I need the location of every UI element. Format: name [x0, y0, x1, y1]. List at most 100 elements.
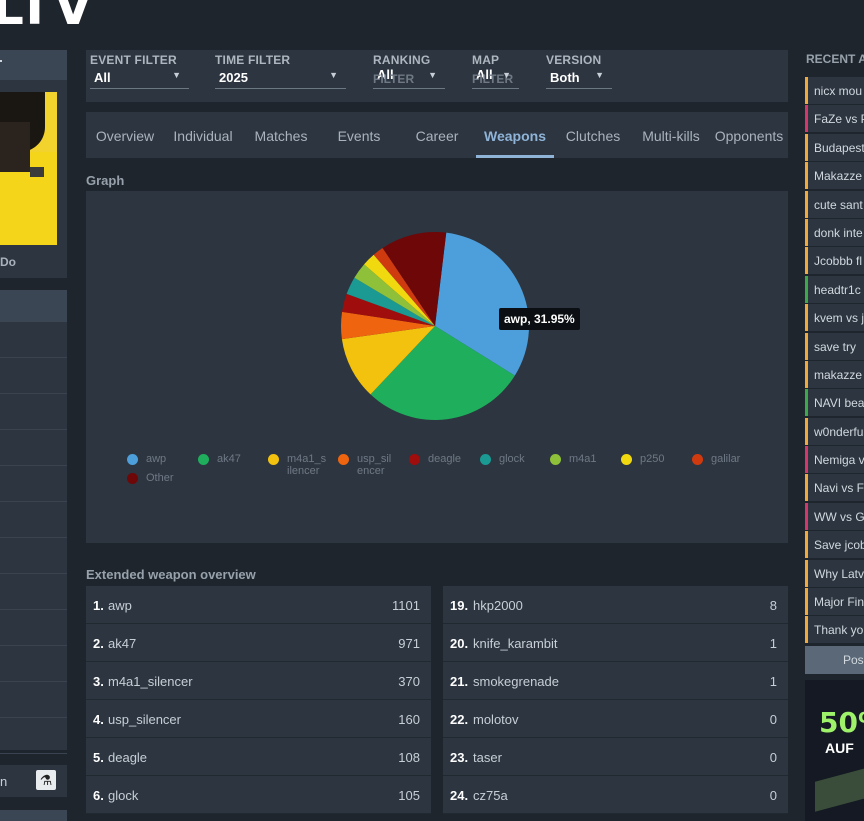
legend-label: deagle — [428, 453, 462, 465]
stats-tabs: Overview Individual Matches Events Caree… — [86, 112, 788, 158]
counter-strike-icon[interactable]: ⚗ — [36, 770, 56, 790]
weapon-row: 1. awp 1101 — [86, 586, 431, 624]
tab-overview[interactable]: Overview — [95, 128, 155, 144]
left-menu-item[interactable] — [0, 646, 67, 682]
player-name[interactable]: Do — [0, 255, 16, 269]
tab-matches[interactable]: Matches — [254, 128, 308, 144]
recent-thread-item[interactable]: w0nderfu — [805, 417, 864, 445]
recent-thread-title: headtr1c — [814, 282, 861, 297]
ranking-filter[interactable]: RANKING All FILTER ▼ — [373, 53, 445, 89]
event-filter-select[interactable]: All ▼ — [90, 70, 189, 89]
left-menu-item[interactable] — [0, 358, 67, 394]
tab-individual[interactable]: Individual — [173, 128, 233, 144]
version-filter[interactable]: VERSION Both ▼ — [546, 53, 612, 89]
left-menu-header — [0, 290, 67, 322]
version-filter-select[interactable]: Both ▼ — [546, 70, 612, 89]
pie-slice-usp_silencer[interactable] — [341, 311, 435, 340]
tab-multi-kills[interactable]: Multi-kills — [642, 128, 700, 144]
left-menu-item[interactable] — [0, 682, 67, 718]
legend-label: usp_sil encer — [357, 453, 392, 477]
weapon-row: 19. hkp2000 8 — [443, 586, 788, 624]
left-menu-item[interactable] — [0, 430, 67, 466]
map-filter-select[interactable]: All FILTER ▼ — [472, 67, 519, 89]
recent-thread-item[interactable]: donk inte — [805, 218, 864, 246]
left-menu-item[interactable] — [0, 502, 67, 538]
weapon-row: 22. molotov 0 — [443, 700, 788, 738]
weapon-rank: 1. — [93, 598, 104, 613]
left-menu-item[interactable] — [0, 466, 67, 502]
pie-legend-icon — [198, 454, 209, 465]
active-tab-underline — [476, 155, 554, 158]
time-filter[interactable]: TIME FILTER 2025 ▼ — [215, 53, 346, 89]
avatar-face — [0, 122, 30, 172]
tab-weapons[interactable]: Weapons — [476, 112, 554, 158]
pie-slice-galilar[interactable] — [373, 247, 435, 326]
recent-thread-item[interactable]: Navi vs F — [805, 474, 864, 502]
left-menu-item[interactable] — [0, 718, 67, 754]
pie-slice-deagle[interactable] — [342, 293, 435, 326]
recent-thread-item[interactable]: Jcobbb fl — [805, 247, 864, 275]
recent-thread-item[interactable]: nicx mou — [805, 77, 864, 104]
left-menu-item[interactable] — [0, 574, 67, 610]
recent-thread-item[interactable]: FaZe vs P — [805, 105, 864, 133]
recent-thread-item[interactable]: Thank yo — [805, 616, 864, 644]
pie-legend-icon — [621, 454, 632, 465]
left-menu-item[interactable] — [0, 394, 67, 430]
recent-activity-title: RECENT A — [806, 52, 864, 66]
weapon-kills: 971 — [398, 636, 420, 651]
event-filter[interactable]: EVENT FILTER All ▼ — [90, 53, 189, 89]
pie-slice-awp[interactable] — [435, 232, 529, 376]
weapon-pie-chart: awp, 31.95% awp ak47 m4a1_s ilencer usp_sil e… — [86, 191, 788, 543]
weapon-name: knife_karambit — [473, 636, 558, 651]
weapon-kills: 8 — [769, 598, 777, 613]
recent-thread-title: WW vs G — [814, 509, 864, 524]
recent-thread-title: Jcobbb fl — [814, 254, 863, 269]
recent-thread-item[interactable]: WW vs G — [805, 502, 864, 530]
ranking-filter-select[interactable]: All FILTER ▼ — [373, 67, 445, 89]
recent-thread-title: FaZe vs P — [814, 112, 864, 127]
left-menu-item[interactable] — [0, 322, 67, 358]
map-filter-value: All — [476, 67, 493, 82]
recent-thread-title: w0nderfu — [814, 424, 864, 439]
weapon-rank: 2. — [93, 636, 104, 651]
map-filter[interactable]: MAP All FILTER ▼ — [472, 53, 519, 89]
weapon-kills: 0 — [769, 712, 777, 727]
site-logo[interactable]: LTV — [0, 0, 95, 36]
tab-opponents[interactable]: Opponents — [714, 128, 784, 144]
recent-thread-title: nicx mou — [814, 84, 863, 98]
post-button[interactable]: Pos — [805, 646, 864, 674]
recent-activity-list: nicx mou FaZe vs P Budapest Makazze cute san… — [805, 77, 864, 645]
pie-slice-ak47[interactable] — [370, 326, 515, 420]
chevron-down-icon: ▼ — [329, 70, 338, 80]
pie-slice-glock[interactable] — [346, 277, 435, 326]
tab-clutches[interactable]: Clutches — [565, 128, 621, 144]
recent-thread-item[interactable]: Budapest — [805, 133, 864, 161]
recent-thread-item[interactable]: Nemiga v — [805, 446, 864, 474]
recent-thread-item[interactable]: headtr1c — [805, 275, 864, 303]
left-menu-item[interactable] — [0, 538, 67, 574]
recent-thread-item[interactable]: makazze — [805, 360, 864, 388]
recent-thread-item[interactable]: Save jcob — [805, 531, 864, 559]
tab-career[interactable]: Career — [415, 128, 459, 144]
recent-thread-title: Major Fin — [814, 595, 864, 610]
recent-thread-item[interactable]: cute sant — [805, 190, 864, 218]
recent-thread-item[interactable]: Makazze — [805, 162, 864, 190]
time-filter-select[interactable]: 2025 ▼ — [215, 70, 346, 89]
pie-slice-m4a1_silencer[interactable] — [341, 326, 435, 395]
legend-label: ak47 — [217, 453, 241, 465]
recent-thread-item[interactable]: kvem vs j — [805, 304, 864, 332]
weapon-name: smokegrenade — [473, 674, 559, 689]
pie-slice-other[interactable] — [382, 232, 447, 326]
recent-thread-title: Navi vs F — [814, 481, 864, 496]
pie-slice-m4a1[interactable] — [354, 264, 435, 326]
recent-thread-item[interactable]: Why Latv — [805, 559, 864, 587]
tab-events[interactable]: Events — [337, 128, 381, 144]
advertisement-banner[interactable]: 50% AUF — [805, 680, 864, 821]
pie-slice-p250[interactable] — [364, 254, 435, 326]
recent-thread-item[interactable]: save try — [805, 332, 864, 360]
recent-thread-item[interactable]: Major Fin — [805, 588, 864, 616]
game-switch[interactable]: n ⚗ — [0, 765, 67, 797]
weapon-rank: 6. — [93, 788, 104, 803]
left-menu-item[interactable] — [0, 610, 67, 646]
recent-thread-item[interactable]: NAVI bea — [805, 389, 864, 417]
